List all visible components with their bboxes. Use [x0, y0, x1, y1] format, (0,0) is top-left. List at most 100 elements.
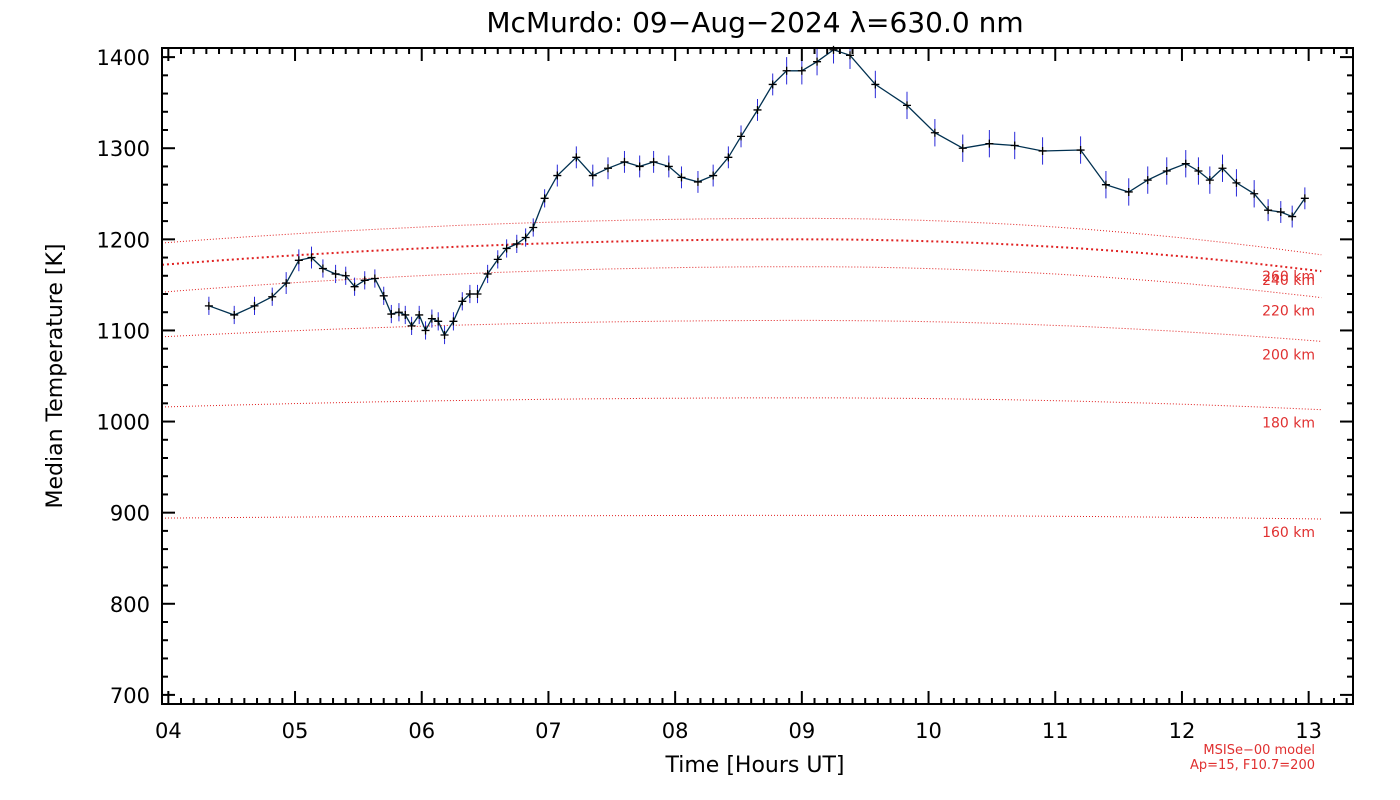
y-tick-label: 1400: [97, 46, 150, 70]
data-point: [753, 105, 762, 114]
data-point: [1250, 189, 1259, 198]
data-point: [649, 157, 658, 166]
x-tick-label: 08: [662, 719, 689, 743]
altitude-label: 200 km: [1262, 347, 1315, 363]
model-curve: [161, 514, 1322, 520]
y-tick-label: 1100: [97, 319, 150, 343]
data-point: [871, 80, 880, 89]
data-point: [294, 256, 303, 265]
data-point: [1181, 159, 1190, 168]
data-point: [620, 157, 629, 166]
data-point: [379, 291, 388, 300]
y-tick-label: 900: [110, 502, 150, 526]
data-point: [204, 301, 213, 310]
data-point: [427, 314, 436, 323]
data-point: [387, 310, 396, 319]
data-point: [635, 162, 644, 171]
y-tick-label: 700: [110, 684, 150, 708]
data-point: [512, 239, 521, 248]
data-point: [465, 290, 474, 298]
data-point: [930, 128, 939, 137]
data-point: [782, 66, 791, 75]
data-point: [1288, 212, 1297, 221]
data-point: [318, 264, 327, 273]
data-point: [449, 317, 458, 326]
x-tick-label: 09: [788, 719, 815, 743]
data-point: [588, 171, 597, 180]
data-point: [709, 171, 718, 180]
data-point: [1101, 180, 1110, 189]
y-tick-label: 1300: [97, 137, 150, 161]
data-point: [572, 153, 581, 162]
data-point: [529, 223, 538, 232]
data-point: [331, 269, 340, 278]
x-tick-label: 11: [1042, 719, 1069, 743]
data-point: [903, 101, 912, 110]
data-point: [483, 269, 492, 278]
data-point: [1010, 141, 1019, 150]
data-point: [1218, 164, 1227, 173]
series-line: [208, 49, 1306, 337]
chart-title: McMurdo: 09−Aug−2024 λ=630.0 nm: [486, 6, 1023, 39]
data-point: [1205, 176, 1214, 185]
data-point: [693, 177, 702, 186]
data-point: [1162, 167, 1171, 175]
altitude-label: 260 km: [1262, 269, 1315, 285]
data-point: [521, 233, 530, 242]
data-point: [1300, 194, 1309, 203]
data-point: [421, 326, 430, 335]
data-point: [1124, 187, 1133, 196]
altitude-label: 160 km: [1262, 525, 1315, 541]
data-point: [440, 331, 449, 339]
model-curve: [161, 217, 1322, 256]
x-tick-label: 06: [408, 719, 435, 743]
plot-frame: [161, 47, 1354, 705]
y-axis-label: Median Temperature [K]: [43, 244, 68, 509]
data-point: [797, 66, 806, 75]
data-point: [350, 282, 359, 291]
data-point: [1232, 178, 1241, 187]
data-point: [434, 317, 443, 326]
x-tick-label: 04: [155, 719, 182, 743]
altitude-label: 240 km: [1262, 273, 1315, 289]
y-tick-label: 1200: [97, 228, 150, 252]
model-annotation: MSISe−00 model: [1203, 743, 1315, 758]
data-point: [230, 310, 239, 319]
data-point: [664, 162, 673, 171]
data-point: [553, 171, 562, 180]
data-point: [1038, 146, 1047, 155]
data-point: [737, 132, 746, 141]
data-point: [268, 292, 277, 301]
data-point: [768, 80, 777, 89]
model-parameters-annotation: Ap=15, F10.7=200: [1190, 758, 1315, 773]
model-curve: [161, 397, 1322, 411]
data-point: [473, 290, 482, 298]
data-point: [282, 279, 291, 288]
data-point: [401, 310, 410, 319]
data-point: [1143, 176, 1152, 185]
data-point: [540, 194, 549, 203]
data-point: [407, 321, 416, 330]
data-point: [845, 51, 854, 60]
data-point: [493, 255, 502, 264]
data-point: [307, 253, 316, 262]
data-point: [394, 308, 403, 317]
data-point: [1264, 206, 1273, 215]
data-point: [502, 244, 511, 253]
data-series: [204, 45, 1309, 345]
y-tick-label: 1000: [97, 411, 150, 435]
data-point: [360, 276, 369, 285]
x-tick-label: 12: [1169, 719, 1196, 743]
altitude-label: 220 km: [1262, 304, 1315, 320]
model-curve: [161, 319, 1322, 342]
y-tick-label: 800: [110, 593, 150, 617]
model-curve: [161, 238, 1322, 273]
altitude-label: 180 km: [1262, 416, 1315, 432]
data-point: [677, 173, 686, 182]
data-point: [341, 271, 350, 280]
data-point: [813, 57, 822, 66]
data-point: [250, 301, 259, 310]
data-point: [370, 274, 379, 283]
